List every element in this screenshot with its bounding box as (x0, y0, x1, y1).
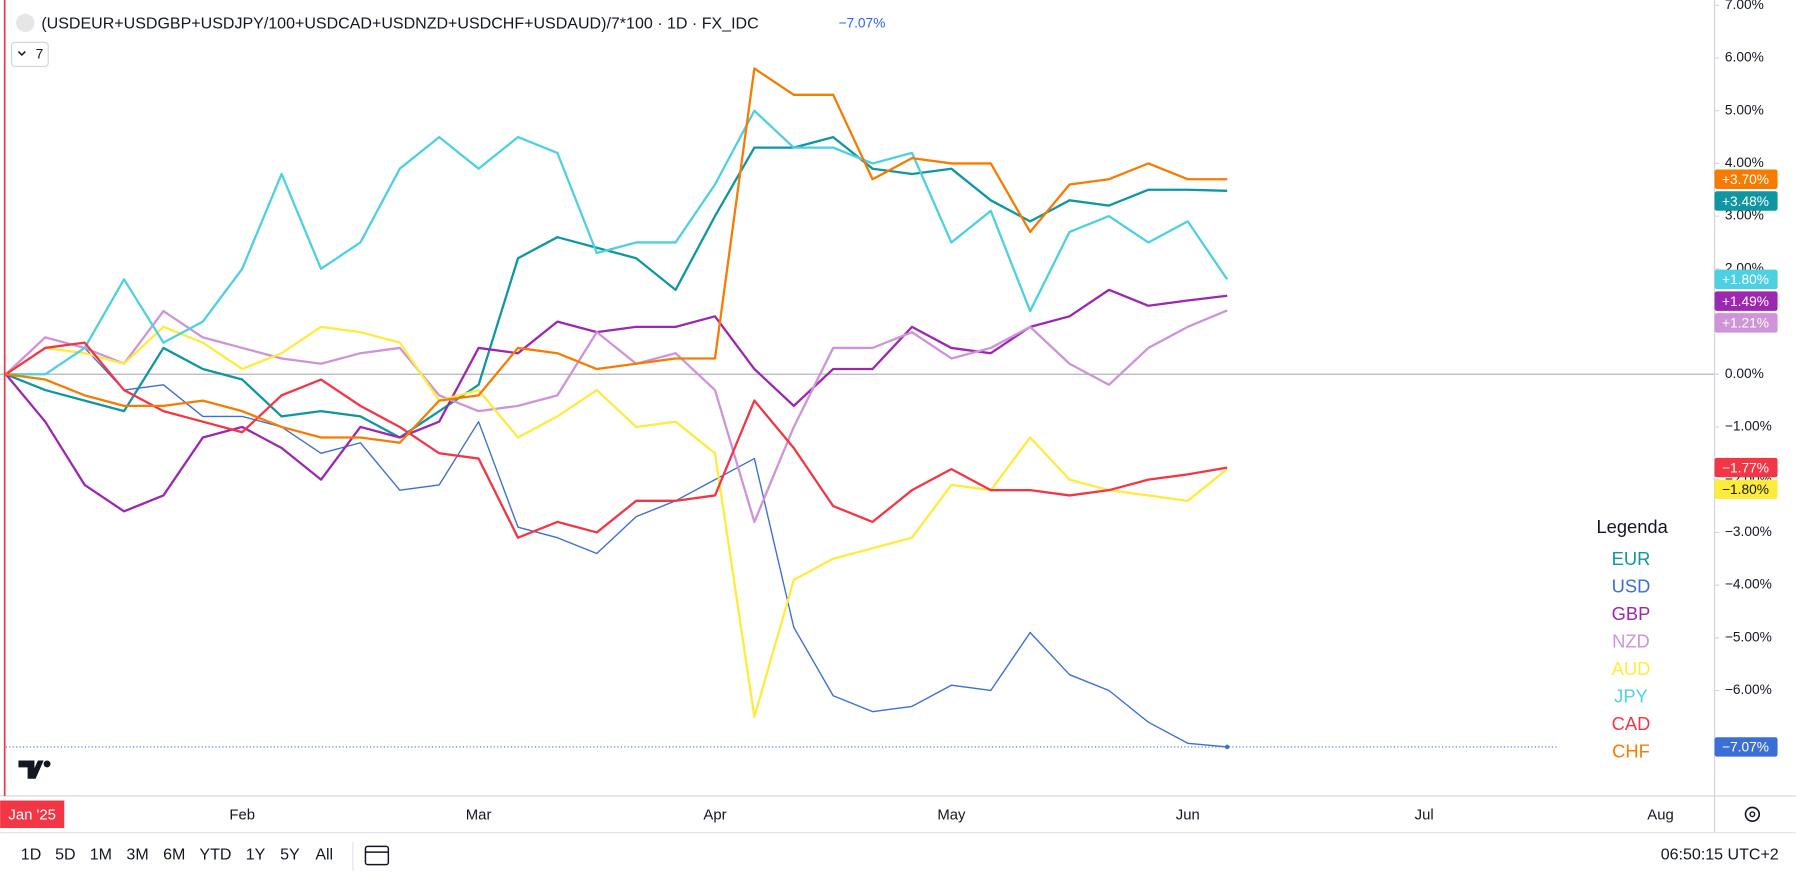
series-line (5, 325, 1228, 719)
last-value-label: +3.70% (1722, 172, 1769, 187)
y-tick-label: −5.00% (1725, 629, 1772, 644)
x-tick-label: Feb (229, 807, 255, 823)
indicator-count: 7 (36, 47, 44, 62)
legend-entry: USD (1612, 575, 1651, 596)
range-button[interactable]: 5Y (280, 846, 300, 864)
last-value-label: +3.48% (1722, 194, 1769, 209)
legend-entry: NZD (1612, 630, 1650, 651)
y-tick-label: −6.00% (1725, 682, 1772, 697)
series-line (5, 341, 1228, 539)
y-tick-label: −3.00% (1725, 524, 1772, 539)
legend-entry: CHF (1612, 740, 1650, 761)
legend-title: Legenda (1596, 516, 1668, 537)
change-label: −7.07% (838, 16, 885, 31)
last-value-badge (1714, 291, 1778, 311)
chevron-icon (17, 51, 26, 57)
y-tick-label: 0.00% (1725, 366, 1764, 381)
last-value-label: +1.80% (1722, 272, 1769, 287)
indicator-toggle[interactable] (10, 41, 49, 67)
last-value-label: +1.21% (1722, 316, 1769, 331)
last-point (1224, 744, 1230, 750)
last-value-label: −7.07% (1722, 740, 1769, 755)
series-line (5, 67, 1228, 444)
last-value-label: +1.49% (1722, 294, 1769, 309)
x-label-highlight (0, 800, 65, 829)
series-line (5, 135, 1228, 439)
legend-entry: CAD (1612, 713, 1651, 734)
last-value-badge (1714, 313, 1778, 333)
range-button[interactable]: 1M (90, 846, 112, 864)
range-button[interactable]: YTD (199, 846, 231, 864)
range-button[interactable]: 6M (163, 846, 185, 864)
last-value-badge (1714, 269, 1778, 290)
series-line (5, 109, 1229, 376)
last-value-label: −1.80% (1722, 482, 1769, 497)
last-value-badge (1714, 479, 1778, 500)
x-tick-label: Jul (1415, 807, 1434, 823)
x-tick-label: Jun (1176, 807, 1200, 823)
range-button[interactable]: 1D (21, 846, 41, 864)
y-tick-label: −4.00% (1725, 577, 1772, 592)
range-button[interactable]: 3M (126, 846, 148, 864)
y-tick-label: 6.00% (1725, 50, 1764, 65)
range-button[interactable]: 1Y (246, 846, 266, 864)
range-button[interactable]: 5D (55, 846, 75, 864)
legend-entry: JPY (1614, 685, 1648, 706)
last-value-badge (1714, 191, 1778, 211)
y-tick-label: −1.00% (1725, 419, 1772, 434)
plot-area (0, 67, 1715, 750)
x-tick-label: Mar (466, 807, 492, 823)
series-line (5, 309, 1228, 524)
range-button[interactable]: All (315, 846, 333, 864)
legend-entry: EUR (1612, 548, 1651, 569)
x-tick-label: May (937, 807, 966, 823)
clock: 06:50:15 UTC+2 (1661, 846, 1779, 864)
y-tick-label: 7.00% (1725, 0, 1764, 12)
y-tick-label: 5.00% (1725, 102, 1764, 117)
legend-entry: GBP (1612, 603, 1651, 624)
last-value-badge (1714, 737, 1778, 757)
calendar-icon[interactable] (352, 841, 390, 871)
x-tick-label: Aug (1647, 807, 1673, 823)
last-value-badge (1714, 169, 1778, 189)
y-tick-label: 4.00% (1725, 155, 1764, 170)
x-tick-label: Apr (703, 807, 726, 823)
chart-title: (USDEUR+USDGBP+USDJPY/100+USDCAD+USDNZD+… (41, 14, 758, 32)
series-line (5, 336, 1228, 748)
last-value-label: −1.77% (1722, 460, 1769, 475)
last-value-badge (1714, 457, 1778, 478)
symbol-icon (16, 13, 35, 33)
y-tick-label: 3.00% (1725, 208, 1764, 223)
settings-icon[interactable] (1744, 806, 1761, 822)
tradingview-logo (18, 760, 51, 779)
legend-entry: AUD (1612, 658, 1651, 679)
x-tick-label: Jan '25 (8, 807, 56, 823)
